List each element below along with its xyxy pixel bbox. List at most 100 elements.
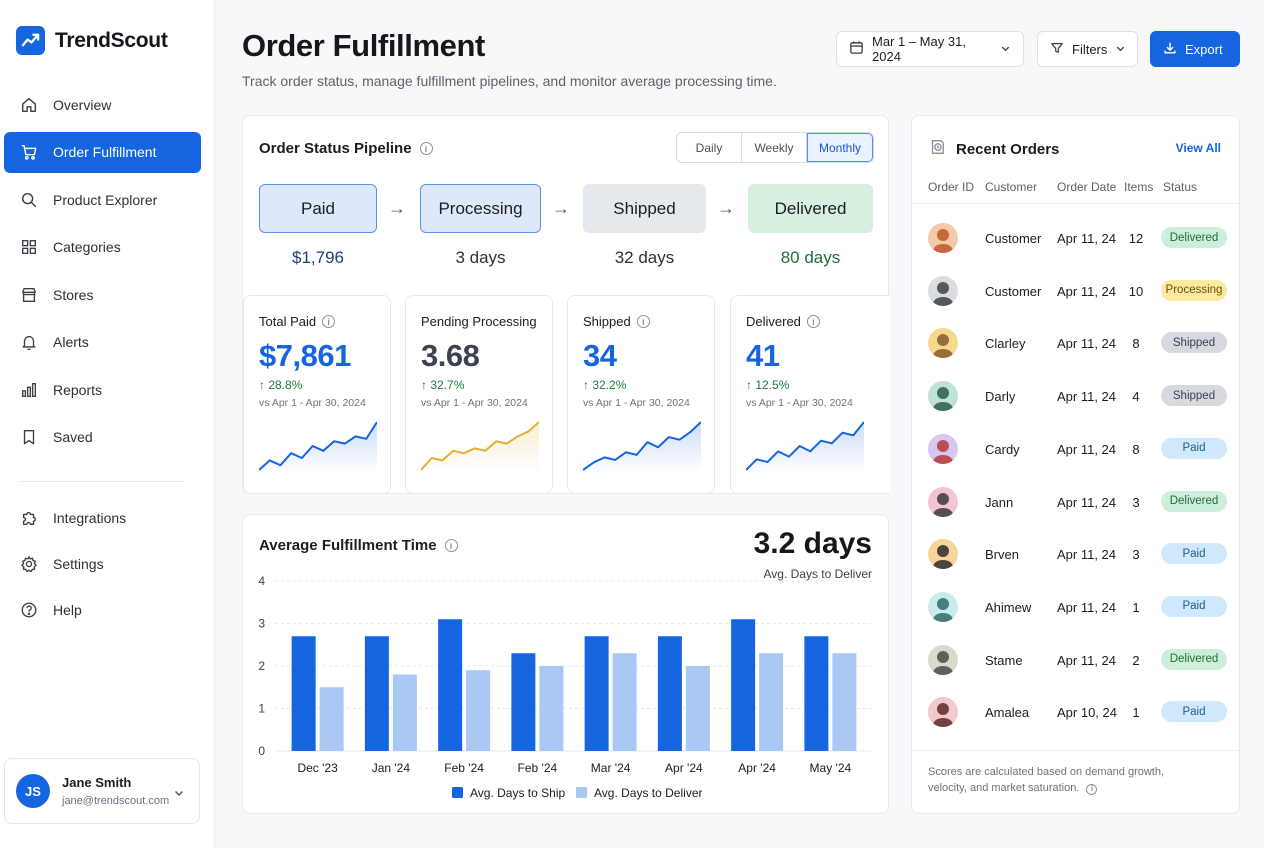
metric-card-total-paid[interactable]: Total Paid i $7,861 ↑ 28.8% vs Apr 1 - Ap… — [243, 295, 391, 494]
sidebar-item-product-explorer[interactable]: Product Explorer — [4, 179, 201, 220]
sidebar-item-label: Reports — [53, 381, 103, 398]
sidebar-item-settings[interactable]: Settings — [4, 543, 201, 584]
column-header-order-date[interactable]: Order Date — [1057, 180, 1117, 194]
x-tick-label: Dec '23 — [297, 761, 338, 775]
sidebar-item-label: Product Explorer — [53, 191, 158, 208]
recent-orders-header: Recent Orders — [928, 138, 1059, 160]
customer-name: Cardy — [985, 441, 1020, 457]
stage-processing[interactable]: Processing — [420, 184, 541, 233]
bar-avg-days-to-ship — [804, 636, 829, 751]
filters-button[interactable]: Filters — [1037, 31, 1138, 67]
user-profile-card[interactable]: JS Jane Smith jane@trendscout.com — [4, 758, 200, 824]
user-name: Jane Smith — [62, 775, 132, 790]
customer-name: Darly — [985, 389, 1016, 405]
info-icon[interactable]: i — [444, 539, 458, 552]
sidebar-nav: Overview Order Fulfillment Product Explo… — [4, 84, 201, 464]
metric-card-pending-processing[interactable]: Pending Processing 3.68 ↑ 32.7% vs Apr 1… — [405, 295, 553, 494]
export-button[interactable]: Export — [1150, 31, 1240, 67]
sidebar-item-label: Overview — [53, 96, 112, 113]
sidebar-item-categories[interactable]: Categories — [4, 227, 201, 268]
view-all-link[interactable]: View All — [1175, 141, 1221, 155]
customer-avatar — [928, 223, 958, 253]
sidebar-item-alerts[interactable]: Alerts — [4, 322, 201, 363]
table-row[interactable]: Ahimew Apr 11, 24 1 Paid — [912, 582, 1239, 634]
date-range-picker[interactable]: Mar 1 – May 31, 2024 — [836, 31, 1024, 67]
help-icon — [19, 600, 39, 620]
table-row[interactable]: Customer Apr 11, 24 10 Processing — [912, 266, 1239, 318]
bar-avg-days-to-ship — [438, 619, 463, 751]
sidebar-item-reports[interactable]: Reports — [4, 369, 201, 410]
sidebar-item-saved[interactable]: Saved — [4, 417, 201, 458]
customer-name: Customer — [985, 283, 1042, 299]
order-date: Apr 11, 24 — [1057, 494, 1117, 510]
order-date: Apr 11, 24 — [1057, 336, 1117, 352]
fulfillment-title-text: Average Fulfillment Time — [259, 537, 437, 554]
info-icon[interactable]: i — [1086, 783, 1098, 795]
item-count: 2 — [1132, 652, 1140, 668]
legend-swatch — [576, 787, 587, 798]
stage-paid[interactable]: Paid — [259, 184, 377, 233]
sidebar-item-stores[interactable]: Stores — [4, 274, 201, 315]
stage-shipped[interactable]: Shipped — [583, 184, 706, 233]
avg-fulfillment-card: 0 1 2 3 4 Dec '23 Jan '24 Feb '24 Feb '24 Mar '24… — [242, 514, 889, 814]
metric-card-delivered[interactable]: Delivered i 41 ↑ 12.5% vs Apr 1 - Apr 30,… — [730, 295, 890, 494]
table-row[interactable]: Stame Apr 11, 24 2 Delivered — [912, 635, 1239, 687]
arrow-right-icon: → — [717, 198, 735, 218]
column-header-status[interactable]: Status — [1163, 180, 1198, 194]
y-tick-label: 4 — [258, 574, 265, 588]
sidebar-item-order-fulfillment[interactable]: Order Fulfillment — [4, 131, 201, 173]
order-date: Apr 11, 24 — [1057, 231, 1117, 246]
export-label: Export — [1185, 41, 1223, 57]
metric-card-shipped[interactable]: Shipped i 34 ↑ 32.2% vs Apr 1 - Apr 30, 2… — [567, 295, 715, 494]
table-row[interactable]: Amalea Apr 10, 24 1 Paid — [912, 687, 1239, 739]
sparkline — [746, 421, 864, 474]
table-row[interactable]: Darly Apr 11, 24 4 Shipped — [912, 371, 1239, 423]
period-monthly[interactable]: Monthly — [807, 133, 873, 162]
sidebar-item-integrations[interactable]: Integrations — [4, 497, 201, 538]
item-count: 10 — [1128, 283, 1144, 299]
metric-label: Total Paid i — [259, 314, 336, 329]
item-count: 12 — [1128, 231, 1144, 246]
info-icon[interactable]: i — [636, 315, 650, 328]
sidebar-item-label: Categories — [53, 239, 121, 255]
column-header-order-id[interactable]: Order ID — [928, 180, 975, 194]
table-row[interactable]: Customer Apr 11, 24 12 Delivered — [912, 213, 1239, 265]
info-icon[interactable]: i — [322, 315, 336, 328]
sidebar-item-help[interactable]: Help — [4, 589, 201, 630]
page-title: Order Fulfillment — [242, 28, 485, 63]
stage-delivered[interactable]: Delivered — [748, 184, 873, 233]
sidebar-item-label: Settings — [53, 555, 104, 572]
item-count: 4 — [1132, 389, 1140, 405]
customer-avatar — [928, 644, 958, 675]
table-row[interactable]: Jann Apr 11, 24 3 Delivered — [912, 477, 1239, 529]
bar-avg-days-to-ship — [657, 636, 682, 751]
item-count: 8 — [1132, 336, 1140, 352]
table-row[interactable]: Cardy Apr 11, 24 8 Paid — [912, 424, 1239, 476]
item-count: 8 — [1132, 441, 1140, 457]
x-tick-label: Jan '24 — [372, 761, 411, 775]
order-date: Apr 11, 24 — [1057, 599, 1117, 615]
table-row[interactable]: Clarley Apr 11, 24 8 Shipped — [912, 318, 1239, 370]
metric-value: 3.68 — [421, 338, 480, 373]
order-date: Apr 10, 24 — [1057, 705, 1117, 721]
customer-name: Ahimew — [985, 599, 1032, 615]
info-icon[interactable]: i — [419, 142, 433, 155]
y-tick-label: 0 — [258, 744, 265, 758]
sparkline-area — [583, 422, 701, 474]
bar-avg-days-to-deliver — [685, 666, 710, 751]
column-header-items[interactable]: Items — [1124, 180, 1154, 194]
table-row[interactable]: Brven Apr 11, 24 3 Paid — [912, 529, 1239, 581]
metric-value: 34 — [583, 338, 617, 373]
info-icon[interactable]: i — [806, 315, 820, 328]
logo[interactable]: TrendScout — [16, 26, 168, 55]
sparkline-area — [421, 422, 539, 474]
period-daily[interactable]: Daily — [677, 133, 742, 162]
period-weekly[interactable]: Weekly — [742, 133, 807, 162]
column-header-customer[interactable]: Customer — [985, 180, 1038, 194]
metric-label: Shipped i — [583, 314, 650, 329]
x-tick-label: Apr '24 — [738, 761, 776, 775]
metric-change: ↑ 32.7% — [421, 378, 465, 392]
download-icon — [1163, 41, 1177, 58]
sidebar-item-overview[interactable]: Overview — [4, 84, 201, 125]
sparkline-line — [259, 421, 377, 471]
